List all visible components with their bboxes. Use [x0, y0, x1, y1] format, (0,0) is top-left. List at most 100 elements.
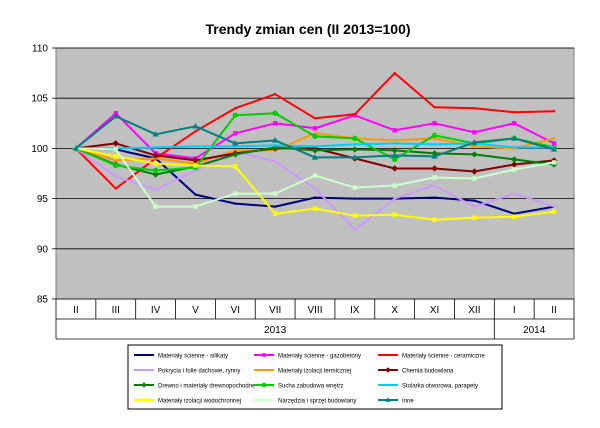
data-point: [552, 110, 556, 113]
data-point: [313, 117, 317, 120]
data-point-marker: [312, 133, 318, 140]
data-point-marker: [141, 382, 147, 388]
y-tick-label: 90: [37, 244, 49, 255]
data-point-marker: [72, 145, 80, 151]
data-point-marker: [511, 161, 518, 168]
data-point-marker: [391, 147, 398, 154]
data-point-marker: [272, 191, 278, 196]
data-point-marker: [193, 163, 198, 168]
data-point-marker: [432, 175, 437, 180]
x-tick-label: X: [391, 305, 398, 316]
data-point-marker: [312, 173, 318, 178]
data-point-marker: [472, 215, 477, 220]
data-point: [433, 184, 436, 187]
series-12: [72, 113, 558, 160]
data-point-marker: [512, 167, 517, 172]
x-tick-label: II: [73, 305, 79, 316]
data-point-marker: [113, 162, 119, 169]
legend-item: Materiały izolacji termicznej: [254, 369, 351, 375]
data-point: [273, 205, 277, 208]
y-tick-label: 85: [37, 295, 49, 306]
data-point: [552, 137, 556, 140]
data-point: [273, 144, 277, 147]
data-point: [234, 202, 237, 205]
x-tick-label: IX: [350, 305, 360, 316]
data-point: [154, 188, 157, 191]
data-point: [473, 205, 476, 208]
legend-label: Pokrycia i folie dachowe, rynny: [158, 369, 240, 375]
x-tick-label: II: [551, 305, 557, 316]
data-point: [154, 146, 157, 149]
year-label: 2013: [264, 325, 287, 336]
data-point: [513, 212, 516, 215]
year-label: 2014: [523, 325, 546, 336]
data-point-marker: [113, 154, 118, 159]
data-point-marker: [152, 131, 159, 137]
x-tick-label: XII: [468, 305, 480, 316]
data-point: [393, 142, 396, 145]
y-tick-label: 110: [32, 44, 48, 55]
data-point: [393, 71, 396, 75]
data-point-marker: [272, 121, 278, 126]
legend-item: Materiały ścienne - silikaty: [134, 354, 228, 360]
data-point-marker: [351, 154, 359, 160]
data-point-marker: [232, 140, 239, 146]
data-point-marker: [233, 131, 238, 136]
data-point: [234, 145, 237, 148]
y-tick-label: 95: [37, 194, 49, 205]
x-tick-label: V: [192, 305, 199, 316]
data-point-marker: [311, 147, 319, 154]
data-point: [552, 205, 556, 208]
legend: Materiały ścienne - silikaty Materiały śc…: [127, 344, 503, 410]
data-point: [273, 160, 277, 163]
x-tick-label: VIII: [307, 305, 322, 316]
legend-item: Materiały izolacji wodochronnej: [134, 398, 241, 405]
data-point-marker: [392, 183, 397, 188]
data-point: [393, 139, 396, 142]
data-point-marker: [312, 126, 318, 131]
data-point-marker: [352, 135, 358, 142]
data-point-marker: [233, 164, 238, 169]
data-point-marker: [153, 161, 158, 166]
x-tick-label: VI: [231, 305, 240, 316]
data-point-marker: [232, 112, 239, 118]
data-point-marker: [471, 168, 478, 175]
data-point-marker: [272, 211, 278, 216]
data-point-marker: [193, 204, 198, 209]
x-tick-label: III: [112, 305, 120, 316]
data-point-marker: [551, 160, 557, 165]
data-point-marker: [233, 191, 238, 196]
data-point-marker: [551, 209, 557, 214]
x-tick-label: IV: [151, 305, 161, 316]
legend-label: Stolarka otworowa, parapety: [402, 384, 478, 390]
data-point: [353, 197, 357, 200]
data-point-marker: [511, 135, 518, 141]
legend-item: Inne: [378, 397, 414, 405]
data-point-marker: [511, 156, 518, 163]
data-point-marker: [262, 398, 266, 402]
data-point: [513, 192, 516, 195]
data-point: [114, 159, 117, 162]
legend-box: [127, 344, 503, 410]
data-point-marker: [432, 121, 437, 126]
x-tick-label: VII: [269, 305, 281, 316]
data-point-marker: [271, 137, 279, 143]
data-point-marker: [272, 110, 278, 116]
data-point-marker: [351, 146, 359, 153]
y-tick-label: 105: [31, 94, 48, 105]
data-point: [353, 113, 357, 116]
data-point: [273, 92, 277, 96]
data-point-marker: [352, 185, 358, 190]
data-point: [194, 130, 197, 133]
legend-item: Materiały ścienne - gazobetony: [254, 353, 361, 360]
data-point-marker: [512, 121, 517, 126]
data-point-marker: [392, 212, 397, 217]
data-point: [234, 107, 237, 110]
x-tick-label: I: [513, 305, 516, 316]
data-point-marker: [142, 398, 146, 402]
legend-label: Materiały izolacji termicznej: [278, 369, 351, 375]
legend-item: Narzędzia i sprzęt budowlany: [254, 398, 356, 405]
data-point-marker: [262, 353, 266, 357]
